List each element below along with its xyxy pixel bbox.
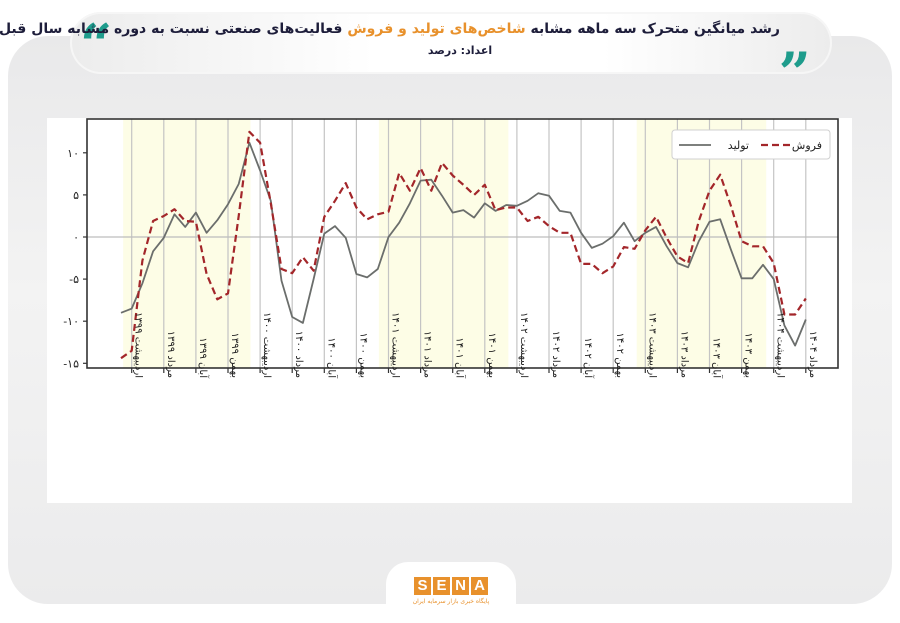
x-tick-label: بهمن ۱۴۰۲ — [614, 333, 625, 378]
sena-logo: S E N A — [414, 577, 488, 595]
line-chart: ۱۰ ۵ ۰ -۵ -۱۰ -۱۵ اردیبهشت ۱۳۹۹ مرداد ۱۳۹۹ آبان … — [63, 118, 839, 379]
x-tick-label: آبان ۱۴۰۰ — [325, 337, 338, 379]
title-highlight: شاخص‌های تولید و فروش — [347, 21, 526, 37]
x-tick-label: اردیبهشت ۱۳۹۹ — [133, 312, 144, 378]
x-tick-label: اردیبهشت ۱۴۰۴ — [775, 312, 786, 378]
y-tick-label: ۰ — [73, 231, 79, 244]
chart-panel: ۱۰ ۵ ۰ -۵ -۱۰ -۱۵ اردیبهشت ۱۳۹۹ مرداد ۱۳۹۹ آبان … — [47, 118, 852, 503]
shaded-period — [378, 119, 509, 368]
x-tick-label: مرداد ۱۴۰۱ — [422, 331, 433, 378]
production-line — [120, 141, 807, 347]
x-tick-label: مرداد ۱۴۰۴ — [807, 331, 818, 378]
y-tick-label: ۱۰ — [67, 147, 79, 160]
legend: فروش تولید — [671, 129, 831, 160]
x-tick-label: آبان ۱۳۹۹ — [197, 337, 210, 379]
x-tick-label: آبان ۱۴۰۲ — [582, 337, 595, 379]
x-tick-label: مرداد ۱۴۰۳ — [678, 331, 689, 378]
x-tick-label: اردیبهشت ۱۴۰۲ — [518, 312, 529, 378]
logo-letter: A — [471, 577, 488, 595]
y-tick-label: ۵ — [73, 189, 79, 202]
shaded-period — [123, 119, 251, 368]
x-tick-label: مرداد ۱۴۰۰ — [293, 331, 304, 378]
logo-letter: N — [452, 577, 469, 595]
logo-letter: E — [433, 577, 450, 595]
x-tick-label: اردیبهشت ۱۴۰۰ — [261, 312, 272, 378]
x-tick-label: بهمن ۱۴۰۳ — [743, 333, 754, 378]
x-tick-label: مرداد ۱۴۰۲ — [550, 331, 561, 378]
x-tick-label: اردیبهشت ۱۴۰۱ — [390, 312, 401, 378]
title-banner — [70, 12, 832, 74]
title-part1: رشد میانگین متحرک سه ماهه مشابه — [525, 21, 780, 37]
x-tick-label: بهمن ۱۳۹۹ — [229, 333, 240, 378]
x-tick-label: بهمن ۱۴۰۱ — [486, 333, 497, 378]
y-tick-label: -۱۰ — [63, 315, 79, 328]
title-part2: فعالیت‌های صنعتی نسبت به دوره مشابه سال … — [0, 21, 348, 37]
logo-tagline: پایگاه خبری بازار سرمایه ایران — [412, 598, 490, 605]
x-tick-label: آبان ۱۴۰۱ — [454, 337, 467, 379]
legend-production-label: تولید — [728, 139, 749, 152]
logo-letter: S — [414, 577, 431, 595]
chart-title: رشد میانگین متحرک سه ماهه مشابه شاخص‌های… — [0, 21, 780, 37]
plot-frame — [86, 118, 839, 369]
quote-open-icon: “ — [80, 12, 113, 78]
y-tick-label: -۱۵ — [63, 357, 79, 370]
units-subtitle: اعداد: درصد — [427, 44, 493, 57]
x-tick-label: بهمن ۱۴۰۰ — [357, 333, 368, 378]
logo-tab — [386, 562, 516, 620]
x-tick-label: اردیبهشت ۱۴۰۳ — [646, 312, 657, 378]
sales-line — [120, 130, 807, 360]
x-tick-label: آبان ۱۴۰۳ — [711, 337, 724, 379]
y-tick-label: -۵ — [69, 273, 79, 286]
legend-sales-label: فروش — [792, 139, 822, 152]
x-tick-label: مرداد ۱۳۹۹ — [165, 331, 176, 378]
quote-close-icon: “ — [778, 12, 811, 78]
